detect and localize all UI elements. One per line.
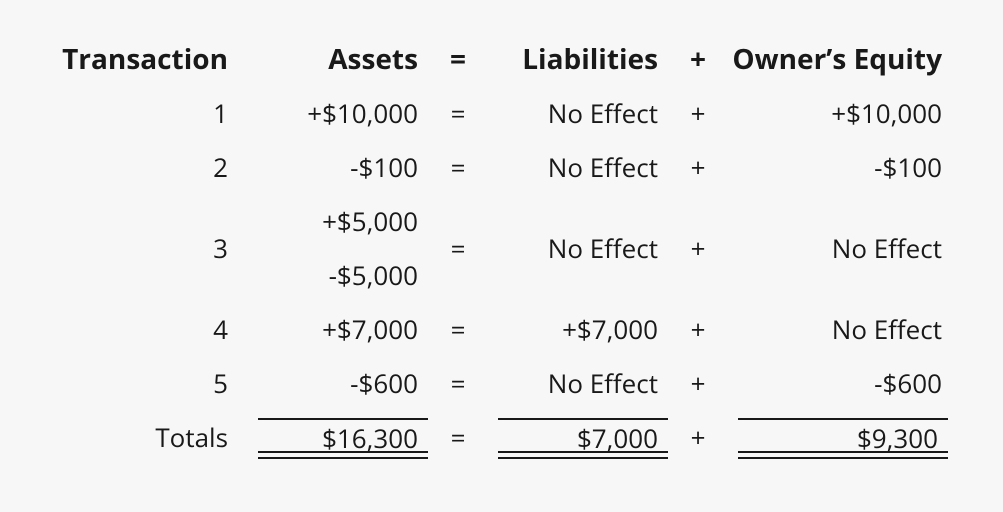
op-equals: = <box>428 302 488 356</box>
totals-equity-value: $9,300 <box>738 418 948 456</box>
totals-assets-value: $16,300 <box>258 418 428 456</box>
col-header-equity: Owner’s Equity <box>728 32 948 86</box>
cell-liab: No Effect <box>488 194 668 302</box>
op-plus: + <box>668 140 728 194</box>
cell-equity: -$600 <box>728 356 948 410</box>
col-header-transaction: Transaction <box>48 32 248 86</box>
op-plus: + <box>668 302 728 356</box>
cell-assets: -$600 <box>248 356 428 410</box>
table-row: 5 <box>48 356 248 410</box>
totals-liab: $7,000 <box>488 410 668 464</box>
cell-equity: No Effect <box>728 194 948 302</box>
table-row: 2 <box>48 140 248 194</box>
col-header-assets: Assets <box>248 32 428 86</box>
op-equals: = <box>428 410 488 464</box>
cell-assets: +$5,000 <box>248 194 418 248</box>
totals-equity: $9,300 <box>728 410 948 464</box>
cell-equity: -$100 <box>728 140 948 194</box>
cell-equity: +$10,000 <box>728 86 948 140</box>
cell-liab: No Effect <box>488 356 668 410</box>
table-grid: Transaction Assets = Liabilities + Owner… <box>48 32 955 464</box>
totals-assets: $16,300 <box>248 410 428 464</box>
totals-label: Totals <box>48 410 248 464</box>
totals-liab-value: $7,000 <box>498 418 668 456</box>
op-equals: = <box>428 140 488 194</box>
col-header-liabilities: Liabilities <box>488 32 668 86</box>
op-plus: + <box>668 410 728 464</box>
table-row: 4 <box>48 302 248 356</box>
cell-assets: -$100 <box>248 140 428 194</box>
cell-liab: No Effect <box>488 140 668 194</box>
op-equals: = <box>428 194 488 302</box>
cell-liab: +$7,000 <box>488 302 668 356</box>
col-header-equals: = <box>428 32 488 86</box>
op-plus: + <box>668 86 728 140</box>
table-row: 1 <box>48 86 248 140</box>
col-header-plus: + <box>668 32 728 86</box>
cell-assets-stack: +$5,000 -$5,000 <box>248 194 428 302</box>
cell-equity: No Effect <box>728 302 948 356</box>
op-equals: = <box>428 356 488 410</box>
op-plus: + <box>668 356 728 410</box>
accounting-equation-table: Transaction Assets = Liabilities + Owner… <box>0 0 1003 464</box>
op-equals: = <box>428 86 488 140</box>
cell-assets: -$5,000 <box>248 248 418 302</box>
table-row: 3 <box>48 194 248 302</box>
cell-assets: +$10,000 <box>248 86 428 140</box>
op-plus: + <box>668 194 728 302</box>
cell-assets: +$7,000 <box>248 302 428 356</box>
cell-liab: No Effect <box>488 86 668 140</box>
